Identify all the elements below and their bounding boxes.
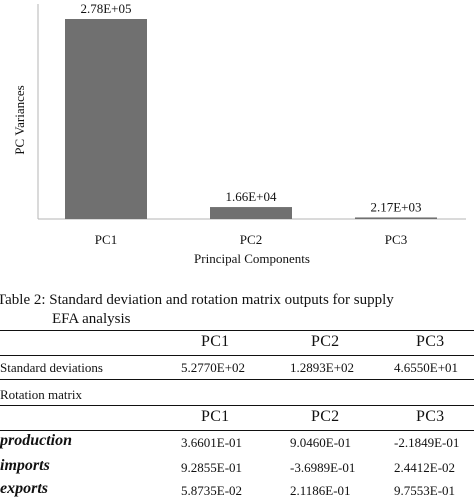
x-tick-label-pc2: PC2 [240, 232, 262, 247]
rot-header-pc1: PC1 [201, 408, 230, 425]
table-std-rule [0, 379, 474, 380]
y-axis-title: PC Variances [12, 85, 27, 154]
bar-pc1 [65, 19, 147, 219]
cell-production-pc2: 9.0460E-01 [290, 435, 352, 450]
rotation-header-rule [0, 430, 474, 431]
table-caption: Table 2: Standard deviation and rotation… [0, 291, 474, 329]
cell-imports-pc3: 2.4412E-02 [394, 460, 456, 475]
rot-header-pc2: PC2 [311, 408, 340, 425]
bar-pc2 [210, 207, 292, 219]
cell-exports-pc3: 9.7553E-01 [394, 483, 456, 498]
rotation-matrix-label: Rotation matrix [0, 387, 82, 402]
data-label-pc3: 2.17E+03 [370, 199, 421, 214]
std-header-pc3: PC3 [416, 333, 445, 350]
cell-exports-pc1: 5.8735E-02 [181, 483, 243, 498]
x-tick-label-pc3: PC3 [385, 232, 407, 247]
bar-pc3 [355, 217, 437, 219]
cell-imports-pc1: 9.2855E-01 [181, 460, 243, 475]
row-label-production: production [0, 432, 73, 449]
table-top-rule [0, 330, 474, 331]
x-tick-label-pc1: PC1 [95, 232, 117, 247]
data-label-pc2: 1.66E+04 [225, 189, 277, 204]
cell-production-pc3: -2.1849E-01 [394, 435, 460, 450]
table-header-rule [0, 355, 474, 356]
rotation-top-rule [0, 405, 474, 406]
cell-exports-pc2: 2.1186E-01 [290, 483, 351, 498]
std-value-pc3: 4.6550E+01 [394, 360, 459, 375]
rot-header-pc3: PC3 [416, 408, 445, 425]
std-value-pc2: 1.2893E+02 [290, 360, 355, 375]
std-row-label: Standard deviations [0, 360, 103, 375]
std-header-pc1: PC1 [201, 333, 230, 350]
bar-chart: 2.78E+05 PC1 1.66E+04 PC2 2.17E+03 PC3 Princi… [12, 1, 466, 266]
x-axis-title: Principal Components [194, 251, 310, 266]
row-label-imports: imports [0, 457, 50, 474]
cell-imports-pc2: -3.6989E-01 [290, 460, 356, 475]
data-label-pc1: 2.78E+05 [80, 1, 131, 16]
cell-production-pc1: 3.6601E-01 [181, 435, 243, 450]
caption-line-1: Table 2: Standard deviation and rotation… [0, 292, 394, 308]
std-header-pc2: PC2 [311, 333, 340, 350]
row-label-exports: exports [0, 480, 48, 497]
caption-line-2: EFA analysis [52, 311, 131, 327]
std-value-pc1: 5.2770E+02 [181, 360, 246, 375]
